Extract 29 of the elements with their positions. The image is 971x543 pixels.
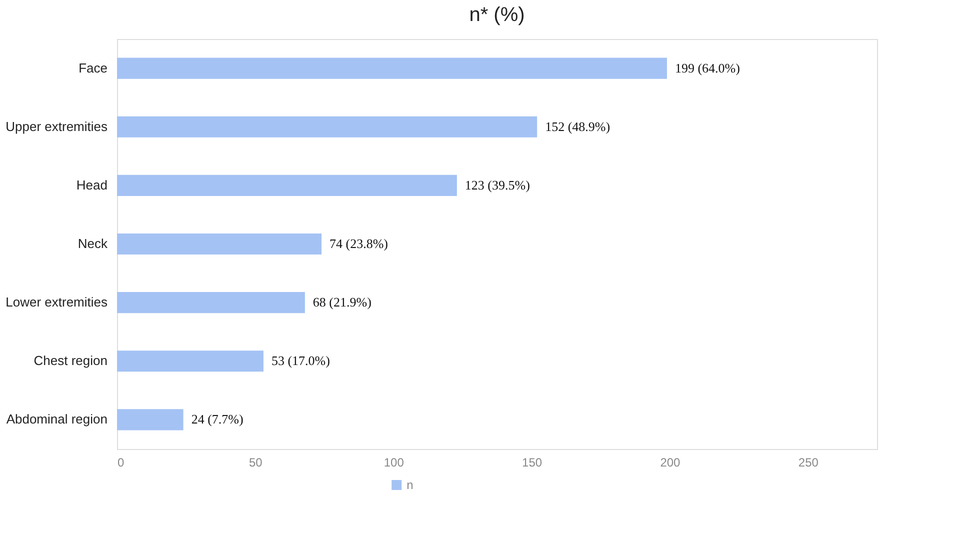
bar — [117, 174, 457, 196]
bar — [117, 233, 322, 255]
chart-title: n* (%) — [469, 4, 525, 26]
x-tick-label: 50 — [249, 456, 263, 470]
x-tick-label: 0 — [118, 456, 124, 470]
bar — [117, 409, 184, 430]
data-label: 24 (7.7%) — [191, 412, 244, 427]
y-tick-label: Neck — [78, 236, 108, 251]
y-tick-label: Face — [78, 60, 108, 76]
y-tick-label: Chest region — [34, 353, 108, 368]
data-label: 123 (39.5%) — [464, 177, 530, 192]
y-tick-label: Head — [76, 177, 108, 192]
bar — [117, 292, 305, 314]
data-label: 152 (48.9%) — [545, 118, 610, 134]
x-tick-label: 250 — [798, 456, 819, 470]
legend-label: n — [406, 478, 414, 492]
data-label: 68 (21.9%) — [312, 294, 372, 310]
y-tick-label: Upper extremities — [6, 118, 108, 134]
bar — [117, 116, 538, 138]
x-tick-label: 150 — [522, 456, 542, 470]
x-tick-label: 200 — [660, 456, 681, 470]
data-label: 74 (23.8%) — [330, 236, 388, 251]
bar — [117, 350, 264, 372]
data-label: 199 (64.0%) — [674, 60, 740, 76]
y-tick-label: Lower extremities — [6, 294, 108, 310]
x-tick-label: 100 — [384, 456, 404, 470]
bar — [117, 58, 667, 79]
data-label: 53 (17.0%) — [271, 353, 330, 368]
y-tick-label: Abdominal region — [6, 412, 108, 427]
